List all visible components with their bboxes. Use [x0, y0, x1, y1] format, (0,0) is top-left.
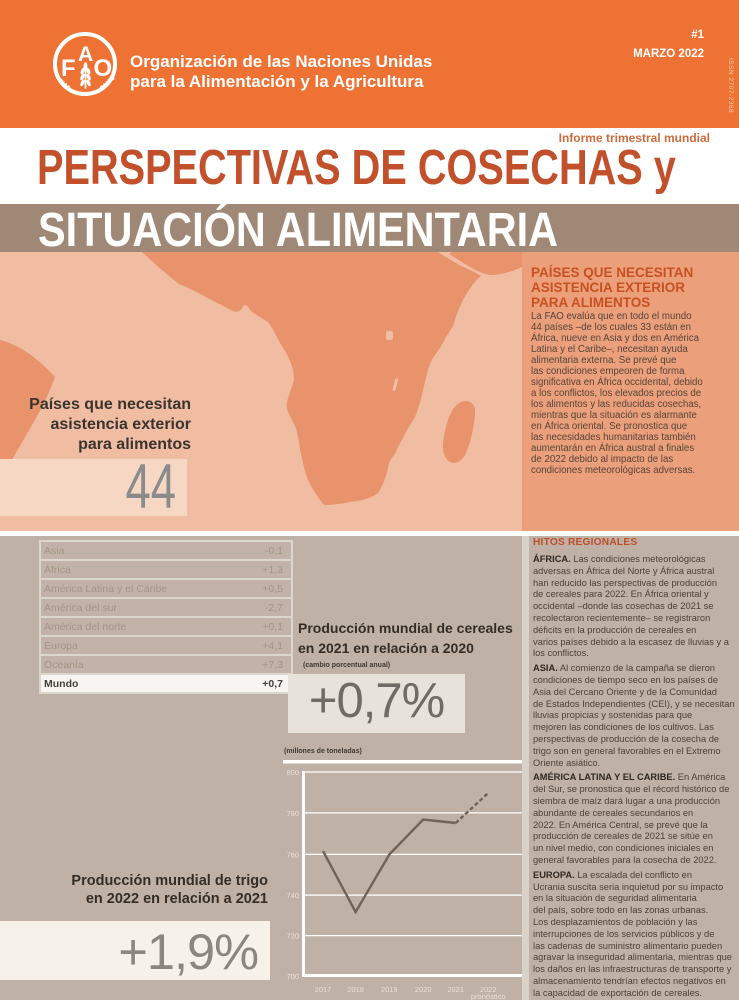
- svg-text:2020: 2020: [415, 985, 432, 994]
- svg-text:A: A: [78, 43, 93, 66]
- svg-text:2018: 2018: [347, 985, 364, 994]
- svg-text:2022: 2022: [480, 985, 497, 994]
- svg-text:F: F: [61, 55, 76, 82]
- svg-text:700: 700: [286, 972, 299, 981]
- svg-text:2019: 2019: [381, 985, 398, 994]
- svg-text:pronóstico: pronóstico: [471, 992, 506, 1000]
- svg-text:2017: 2017: [315, 985, 332, 994]
- svg-text:780: 780: [286, 809, 299, 818]
- svg-text:760: 760: [286, 850, 299, 859]
- svg-text:740: 740: [286, 891, 299, 900]
- svg-text:720: 720: [286, 932, 299, 941]
- svg-text:2021: 2021: [447, 985, 464, 994]
- svg-text:O: O: [94, 55, 113, 82]
- svg-text:800: 800: [286, 768, 299, 777]
